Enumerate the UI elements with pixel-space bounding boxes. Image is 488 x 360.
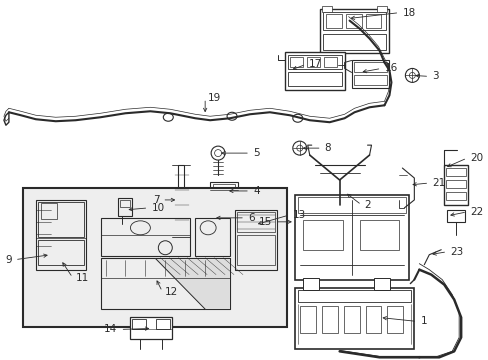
Text: 1: 1 — [420, 316, 426, 327]
Bar — [306, 58, 319, 67]
Ellipse shape — [408, 72, 414, 78]
Bar — [447, 210, 464, 222]
Bar — [343, 306, 359, 333]
Bar — [321, 306, 337, 333]
Bar — [322, 12, 386, 30]
Bar — [23, 188, 286, 328]
Text: 16: 16 — [384, 63, 397, 73]
Text: 12: 12 — [165, 287, 178, 297]
Text: 3: 3 — [431, 71, 438, 81]
Bar — [285, 53, 344, 90]
Bar — [323, 58, 336, 67]
Ellipse shape — [163, 113, 173, 121]
Bar — [386, 306, 403, 333]
Bar — [321, 6, 331, 12]
Text: 23: 23 — [449, 247, 463, 257]
Ellipse shape — [158, 241, 172, 255]
Bar — [377, 6, 386, 12]
Text: 22: 22 — [469, 207, 482, 217]
Text: 17: 17 — [308, 59, 321, 69]
Bar — [38, 240, 83, 265]
Bar — [299, 306, 315, 333]
Bar — [351, 60, 388, 88]
Text: 11: 11 — [76, 273, 89, 283]
Bar — [302, 278, 318, 289]
Bar — [294, 195, 408, 280]
Ellipse shape — [208, 214, 218, 221]
Bar — [195, 218, 229, 256]
Bar — [319, 9, 388, 54]
Bar — [38, 202, 83, 237]
Bar — [36, 200, 85, 270]
Bar — [297, 289, 410, 302]
Text: 20: 20 — [469, 153, 482, 163]
Ellipse shape — [203, 211, 223, 225]
Text: 19: 19 — [208, 93, 221, 103]
Text: 13: 13 — [292, 210, 305, 220]
Ellipse shape — [296, 145, 302, 151]
Text: 4: 4 — [252, 186, 259, 196]
Bar — [101, 258, 229, 310]
Bar — [210, 182, 238, 200]
Polygon shape — [155, 258, 229, 310]
Text: 10: 10 — [151, 203, 164, 213]
Ellipse shape — [130, 221, 150, 235]
Bar — [289, 58, 302, 67]
Bar — [297, 197, 406, 213]
Bar — [178, 165, 184, 237]
Text: 8: 8 — [324, 143, 331, 153]
Text: 9: 9 — [5, 255, 12, 265]
Text: 6: 6 — [247, 213, 254, 223]
Bar — [446, 192, 465, 200]
Ellipse shape — [292, 141, 306, 155]
Ellipse shape — [211, 146, 224, 160]
Bar — [446, 168, 465, 176]
Text: 15: 15 — [258, 217, 271, 227]
Bar — [322, 33, 386, 50]
Bar — [132, 319, 146, 329]
Text: 18: 18 — [402, 8, 415, 18]
Bar — [446, 180, 465, 188]
Ellipse shape — [226, 112, 237, 120]
Text: 7: 7 — [152, 195, 159, 205]
Ellipse shape — [200, 221, 216, 235]
Bar — [156, 319, 170, 329]
Bar — [325, 14, 341, 28]
Bar — [443, 165, 467, 205]
Bar — [118, 198, 132, 216]
Text: 14: 14 — [104, 324, 117, 334]
Bar — [120, 200, 130, 207]
Bar — [287, 55, 341, 69]
Bar — [365, 14, 381, 28]
Ellipse shape — [121, 222, 133, 234]
Bar — [237, 212, 274, 232]
Ellipse shape — [292, 114, 302, 122]
Bar — [359, 220, 399, 250]
Bar — [345, 14, 361, 28]
Bar — [374, 278, 389, 289]
Bar — [302, 220, 342, 250]
Bar — [365, 306, 381, 333]
Text: 21: 21 — [431, 178, 445, 188]
Bar — [294, 288, 413, 349]
Bar — [353, 62, 386, 72]
Ellipse shape — [405, 68, 419, 82]
Bar — [101, 218, 190, 256]
Text: 5: 5 — [252, 148, 259, 158]
Text: 2: 2 — [364, 200, 370, 210]
Bar — [237, 235, 274, 265]
Ellipse shape — [214, 150, 221, 157]
Bar — [235, 210, 276, 270]
Bar — [41, 203, 57, 219]
Bar — [287, 72, 341, 86]
Bar — [353, 75, 386, 85]
Bar — [130, 318, 172, 339]
Bar — [213, 184, 235, 192]
